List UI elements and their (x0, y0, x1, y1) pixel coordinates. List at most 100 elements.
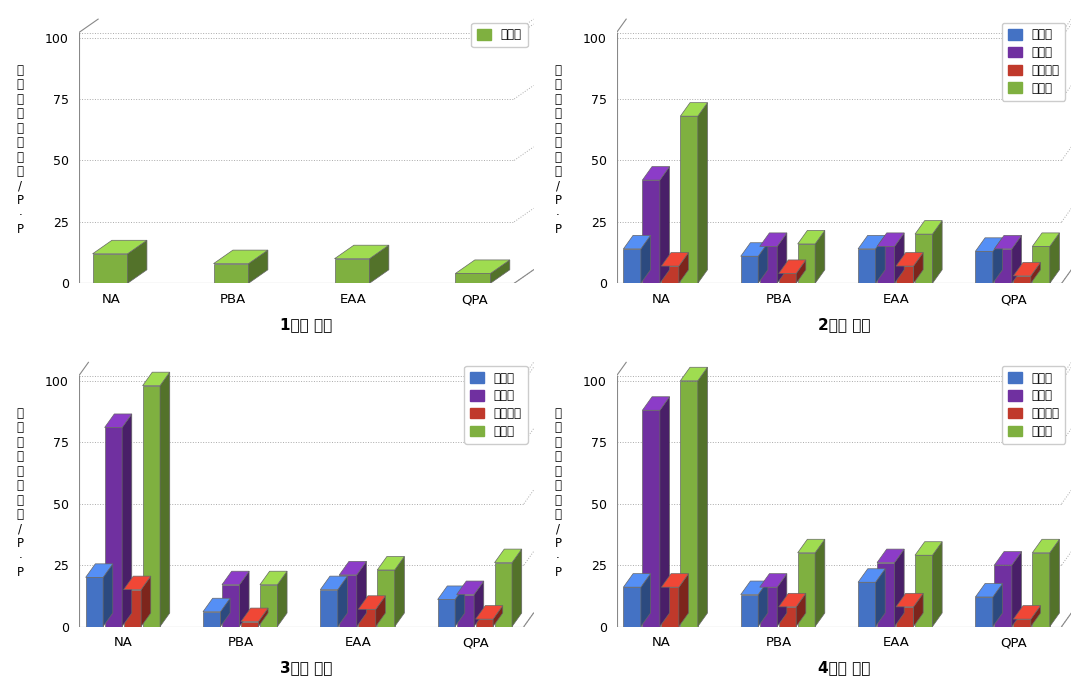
Polygon shape (623, 249, 641, 283)
Polygon shape (897, 266, 914, 283)
Polygon shape (641, 574, 651, 626)
Polygon shape (86, 577, 103, 626)
Polygon shape (437, 599, 455, 626)
Polygon shape (659, 397, 669, 626)
Polygon shape (932, 221, 942, 283)
Polygon shape (320, 576, 347, 590)
Polygon shape (213, 250, 268, 264)
Polygon shape (914, 593, 923, 626)
Polygon shape (894, 549, 904, 626)
Polygon shape (741, 256, 758, 283)
Polygon shape (994, 235, 1022, 249)
Polygon shape (260, 571, 287, 585)
Polygon shape (474, 581, 484, 626)
Polygon shape (1012, 552, 1022, 626)
Legend: 페로산, 차아염, 밧사미드, 무처리: 페로산, 차아염, 밧사미드, 무처리 (465, 366, 528, 444)
Legend: 페로산, 차아염, 밧사미드, 무처리: 페로산, 차아염, 밧사미드, 무처리 (1002, 366, 1065, 444)
Polygon shape (777, 574, 787, 626)
Polygon shape (741, 594, 758, 626)
Polygon shape (512, 549, 522, 626)
Y-axis label: 콜
론
의
집
락
수
개
수
/
P
·
P: 콜 론 의 집 락 수 개 수 / P · P (555, 407, 561, 579)
Polygon shape (395, 556, 405, 626)
Polygon shape (456, 260, 510, 273)
Polygon shape (475, 619, 493, 626)
Polygon shape (259, 608, 268, 626)
Polygon shape (239, 571, 249, 626)
Polygon shape (1033, 553, 1050, 626)
Polygon shape (642, 397, 669, 410)
Polygon shape (92, 254, 127, 283)
Polygon shape (894, 233, 904, 283)
Polygon shape (124, 576, 151, 590)
Polygon shape (642, 180, 659, 283)
Polygon shape (876, 235, 886, 283)
X-axis label: 4년차 배지: 4년차 배지 (818, 660, 870, 675)
Polygon shape (1013, 276, 1030, 283)
Polygon shape (915, 234, 932, 283)
Polygon shape (339, 575, 357, 626)
Polygon shape (993, 238, 1002, 283)
Polygon shape (779, 260, 806, 273)
Polygon shape (897, 607, 914, 626)
X-axis label: 3년차 배지: 3년차 배지 (280, 660, 332, 675)
Polygon shape (277, 571, 287, 626)
Polygon shape (914, 253, 923, 283)
Polygon shape (877, 246, 894, 283)
Polygon shape (815, 230, 825, 283)
Y-axis label: 콜
론
의
집
락
수
개
수
/
P
·
P: 콜 론 의 집 락 수 개 수 / P · P (16, 407, 24, 579)
Polygon shape (334, 245, 388, 259)
Polygon shape (1013, 619, 1030, 626)
Polygon shape (357, 561, 367, 626)
Polygon shape (976, 597, 993, 626)
X-axis label: 2년차 배지: 2년차 배지 (818, 317, 870, 332)
Polygon shape (240, 608, 268, 621)
Polygon shape (858, 249, 876, 283)
Y-axis label: 콜
론
의
집
락
수
개
수
/
P
·
P: 콜 론 의 집 락 수 개 수 / P · P (555, 64, 561, 236)
Polygon shape (759, 246, 777, 283)
Polygon shape (758, 243, 768, 283)
Polygon shape (143, 385, 160, 626)
Polygon shape (662, 588, 679, 626)
Polygon shape (203, 612, 221, 626)
Polygon shape (779, 607, 796, 626)
Polygon shape (915, 542, 942, 555)
Polygon shape (662, 253, 689, 266)
Polygon shape (475, 606, 503, 619)
Polygon shape (858, 582, 876, 626)
Polygon shape (222, 585, 239, 626)
Polygon shape (932, 542, 942, 626)
Polygon shape (659, 167, 669, 283)
Polygon shape (759, 233, 787, 246)
Polygon shape (798, 244, 815, 283)
Polygon shape (642, 167, 669, 180)
Polygon shape (320, 590, 337, 626)
Polygon shape (104, 428, 122, 626)
Polygon shape (495, 563, 512, 626)
Polygon shape (815, 539, 825, 626)
Polygon shape (213, 264, 248, 283)
Polygon shape (877, 233, 904, 246)
Polygon shape (92, 240, 147, 254)
Polygon shape (375, 596, 385, 626)
Polygon shape (697, 367, 707, 626)
X-axis label: 1년차 배지: 1년차 배지 (280, 317, 332, 332)
Polygon shape (994, 249, 1012, 283)
Polygon shape (641, 235, 651, 283)
Polygon shape (897, 253, 923, 266)
Polygon shape (358, 609, 375, 626)
Polygon shape (1030, 262, 1040, 283)
Polygon shape (1013, 262, 1040, 276)
Polygon shape (103, 564, 113, 626)
Polygon shape (877, 563, 894, 626)
Polygon shape (339, 561, 367, 575)
Polygon shape (779, 273, 796, 283)
Polygon shape (437, 586, 465, 599)
Polygon shape (1030, 606, 1040, 626)
Polygon shape (1033, 233, 1060, 246)
Polygon shape (976, 238, 1002, 251)
Polygon shape (1013, 606, 1040, 619)
Polygon shape (697, 102, 707, 283)
Y-axis label: 콜
론
의
집
락
수
개
수
/
P
·
P: 콜 론 의 집 락 수 개 수 / P · P (16, 64, 24, 236)
Polygon shape (798, 539, 825, 553)
Polygon shape (1012, 235, 1022, 283)
